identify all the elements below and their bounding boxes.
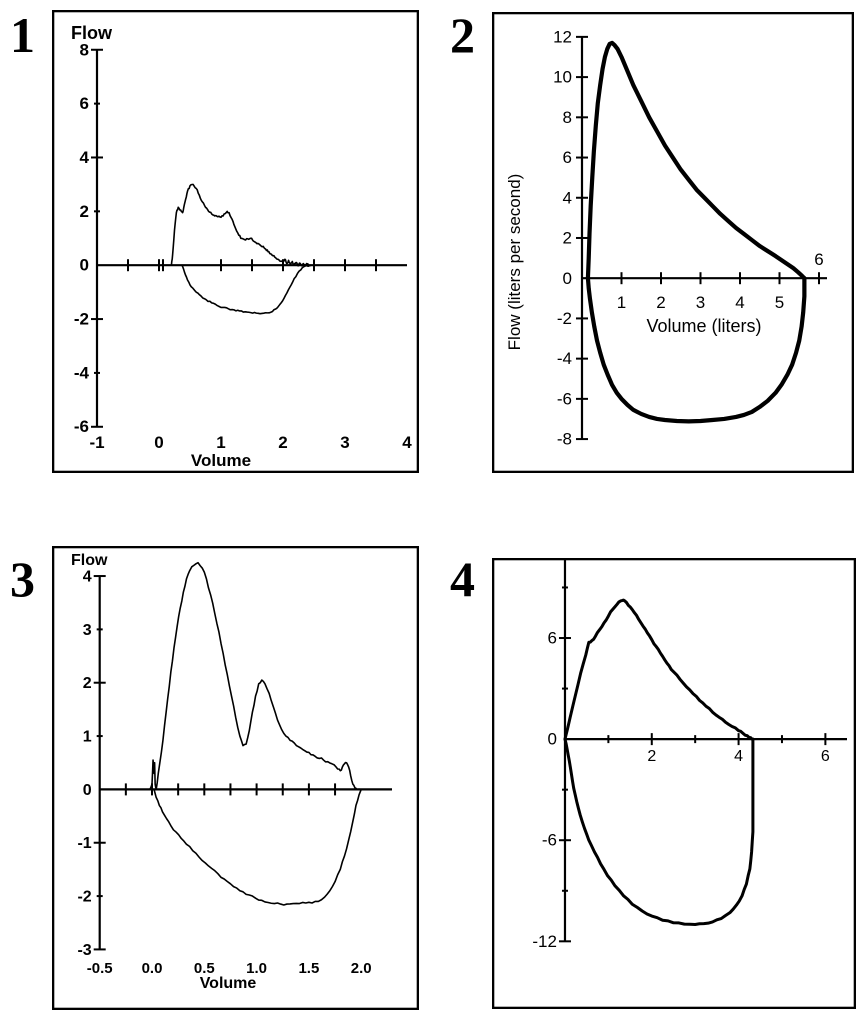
svg-text:6: 6 xyxy=(548,629,557,648)
svg-text:2: 2 xyxy=(278,433,287,452)
svg-text:2: 2 xyxy=(656,293,665,312)
svg-text:6: 6 xyxy=(563,148,572,167)
svg-text:4: 4 xyxy=(563,188,572,207)
svg-text:Flow: Flow xyxy=(71,23,113,43)
svg-text:-3: -3 xyxy=(77,942,91,959)
svg-text:6: 6 xyxy=(814,250,823,269)
svg-text:-12: -12 xyxy=(532,932,557,951)
svg-text:2: 2 xyxy=(647,748,656,765)
svg-text:-1: -1 xyxy=(77,835,91,852)
svg-text:3: 3 xyxy=(696,293,705,312)
svg-text:-1: -1 xyxy=(89,433,104,452)
svg-text:-2: -2 xyxy=(557,309,572,328)
svg-text:-2: -2 xyxy=(74,310,89,329)
svg-text:0: 0 xyxy=(563,269,572,288)
svg-text:1: 1 xyxy=(216,433,225,452)
svg-text:8: 8 xyxy=(80,41,89,60)
svg-text:2: 2 xyxy=(80,202,89,221)
svg-text:0: 0 xyxy=(548,730,557,749)
svg-text:2.0: 2.0 xyxy=(351,960,372,977)
svg-text:1: 1 xyxy=(83,729,92,746)
svg-text:1: 1 xyxy=(617,293,626,312)
svg-text:2: 2 xyxy=(83,675,92,692)
svg-text:Flow (liters per second): Flow (liters per second) xyxy=(505,174,524,351)
svg-text:-8: -8 xyxy=(557,430,572,449)
svg-text:0: 0 xyxy=(80,256,89,275)
svg-text:-6: -6 xyxy=(542,831,557,850)
svg-text:1.5: 1.5 xyxy=(298,960,319,977)
svg-text:5: 5 xyxy=(775,293,784,312)
svg-text:12: 12 xyxy=(553,28,572,47)
svg-text:Volume (liters): Volume (liters) xyxy=(646,316,761,336)
svg-text:-4: -4 xyxy=(557,349,572,368)
svg-text:8: 8 xyxy=(563,108,572,127)
svg-text:-6: -6 xyxy=(557,389,572,408)
svg-text:4: 4 xyxy=(735,293,744,312)
svg-text:6: 6 xyxy=(821,748,830,765)
svg-text:10: 10 xyxy=(553,68,572,87)
svg-text:4: 4 xyxy=(734,748,743,765)
svg-text:6: 6 xyxy=(80,94,89,113)
svg-text:-2: -2 xyxy=(77,889,91,906)
svg-text:-6: -6 xyxy=(74,417,89,436)
svg-text:-4: -4 xyxy=(74,363,90,382)
svg-text:Flow: Flow xyxy=(71,552,108,569)
svg-text:4: 4 xyxy=(83,569,92,586)
svg-text:3: 3 xyxy=(83,622,92,639)
svg-text:2: 2 xyxy=(563,229,572,248)
svg-text:-0.5: -0.5 xyxy=(87,960,113,977)
svg-text:Volume: Volume xyxy=(191,451,251,470)
svg-text:3: 3 xyxy=(340,433,349,452)
svg-text:0: 0 xyxy=(154,433,163,452)
svg-text:4: 4 xyxy=(80,148,90,167)
svg-text:0.0: 0.0 xyxy=(142,960,163,977)
svg-text:Volume: Volume xyxy=(200,975,257,992)
svg-text:0: 0 xyxy=(83,782,92,799)
svg-text:4: 4 xyxy=(402,433,412,452)
